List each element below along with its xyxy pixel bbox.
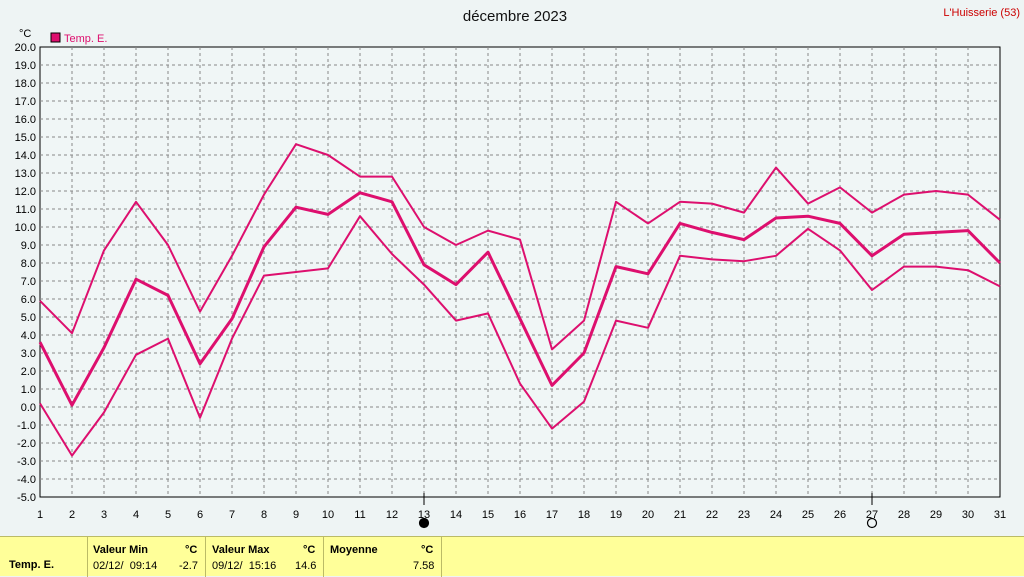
y-tick-label: 8.0 xyxy=(21,258,36,270)
moon-markers xyxy=(418,493,878,529)
x-tick-label: 13 xyxy=(418,509,430,521)
new-moon-icon xyxy=(418,517,430,529)
y-axis-unit: °C xyxy=(19,28,31,40)
x-tick-label: 25 xyxy=(802,509,814,521)
x-tick-label: 30 xyxy=(962,509,974,521)
y-tick-label: 18.0 xyxy=(15,78,36,90)
mean-unit: °C xyxy=(421,544,434,556)
y-tick-label: 1.0 xyxy=(21,384,36,396)
y-tick-label: 14.0 xyxy=(15,150,36,162)
x-tick-label: 26 xyxy=(834,509,846,521)
series-line-mean xyxy=(38,191,1002,407)
max-unit: °C xyxy=(303,544,316,556)
summary-min-cell: Valeur Min °C 02/12/ 09:14 -2.7 xyxy=(88,537,206,577)
series-line-min xyxy=(39,215,1001,457)
x-tick-label: 2 xyxy=(69,509,75,521)
full-moon-icon xyxy=(866,517,878,529)
summary-max-cell: Valeur Max °C 09/12/ 15:16 14.6 xyxy=(206,537,324,577)
series-lines xyxy=(38,143,1002,457)
y-tick-label: 2.0 xyxy=(21,366,36,378)
x-tick-label: 3 xyxy=(101,509,107,521)
x-tick-label: 20 xyxy=(642,509,654,521)
x-axis-ticks: 1 2 3 4 5 6 7 8 9 10 11 12 13 14 15 16 17 18 19 20 21 22 23 24 2… xyxy=(37,509,1006,521)
station-name: L'Huisserie (53) xyxy=(943,7,1020,19)
summary-series-label: Temp. E. xyxy=(9,559,55,571)
y-tick-label: 0.0 xyxy=(21,402,36,414)
y-tick-label: 11.0 xyxy=(15,204,36,216)
y-tick-label: -2.0 xyxy=(17,438,36,450)
x-tick-label: 6 xyxy=(197,509,203,521)
x-tick-label: 19 xyxy=(610,509,622,521)
y-tick-label: 12.0 xyxy=(15,186,36,198)
max-date: 09/12/ 15:16 xyxy=(212,560,277,572)
temperature-chart: décembre 2023 L'Huisserie (53) °C Temp. … xyxy=(15,7,1020,529)
y-tick-label: 15.0 xyxy=(15,132,36,144)
y-tick-label: 19.0 xyxy=(15,60,36,72)
x-tick-label: 8 xyxy=(261,509,267,521)
min-date: 02/12/ 09:14 xyxy=(93,560,158,572)
y-axis-ticks: -5.0 -4.0 -3.0 -2.0 -1.0 0.0 1.0 2.0 3.0 4.0 5.0 6.… xyxy=(15,42,36,504)
y-tick-label: 4.0 xyxy=(21,330,36,342)
chart-title: décembre 2023 xyxy=(463,8,567,25)
x-tick-label: 27 xyxy=(866,509,878,521)
y-tick-label: -4.0 xyxy=(17,474,36,486)
x-tick-label: 5 xyxy=(165,509,171,521)
series-line-max xyxy=(39,143,1001,351)
max-value: 14.6 xyxy=(295,560,317,572)
x-tick-label: 23 xyxy=(738,509,750,521)
y-tick-label: -3.0 xyxy=(17,456,36,468)
x-tick-label: 10 xyxy=(322,509,334,521)
y-tick-label: 17.0 xyxy=(15,96,36,108)
summary-bar: Temp. E. Valeur Min °C 02/12/ 09:14 -2.7… xyxy=(0,536,1024,577)
min-unit: °C xyxy=(185,544,198,556)
x-tick-label: 4 xyxy=(133,509,139,521)
x-tick-label: 18 xyxy=(578,509,590,521)
y-tick-label: 9.0 xyxy=(21,240,36,252)
legend-swatch xyxy=(50,32,61,43)
x-tick-label: 1 xyxy=(37,509,43,521)
summary-mean-cell: Moyenne °C 7.58 xyxy=(324,537,442,577)
y-tick-label: -5.0 xyxy=(17,492,36,504)
x-tick-label: 11 xyxy=(354,509,365,521)
y-tick-label: 16.0 xyxy=(15,114,36,126)
x-tick-label: 9 xyxy=(293,509,299,521)
x-tick-label: 24 xyxy=(770,509,782,521)
x-tick-label: 7 xyxy=(229,509,235,521)
y-tick-label: 20.0 xyxy=(15,42,36,54)
y-tick-label: 6.0 xyxy=(21,294,36,306)
x-tick-label: 14 xyxy=(450,509,462,521)
x-tick-label: 31 xyxy=(994,509,1006,521)
x-tick-label: 28 xyxy=(898,509,910,521)
x-tick-label: 12 xyxy=(386,509,398,521)
y-tick-label: 10.0 xyxy=(15,222,36,234)
y-tick-label: 5.0 xyxy=(21,312,36,324)
mean-label: Moyenne xyxy=(330,544,378,556)
x-tick-label: 21 xyxy=(674,509,686,521)
y-tick-label: 13.0 xyxy=(15,168,36,180)
min-value: -2.7 xyxy=(179,560,198,572)
x-tick-label: 17 xyxy=(546,509,558,521)
y-tick-label: -1.0 xyxy=(17,420,36,432)
legend-label: Temp. E. xyxy=(64,33,107,45)
x-tick-label: 29 xyxy=(930,509,942,521)
max-label: Valeur Max xyxy=(212,544,270,556)
x-tick-label: 15 xyxy=(482,509,494,521)
summary-series-cell: Temp. E. xyxy=(0,537,88,577)
y-tick-label: 3.0 xyxy=(21,348,36,360)
x-tick-label: 16 xyxy=(514,509,526,521)
y-tick-label: 7.0 xyxy=(21,276,36,288)
min-label: Valeur Min xyxy=(93,544,149,556)
x-tick-label: 22 xyxy=(706,509,718,521)
mean-value: 7.58 xyxy=(413,560,435,572)
